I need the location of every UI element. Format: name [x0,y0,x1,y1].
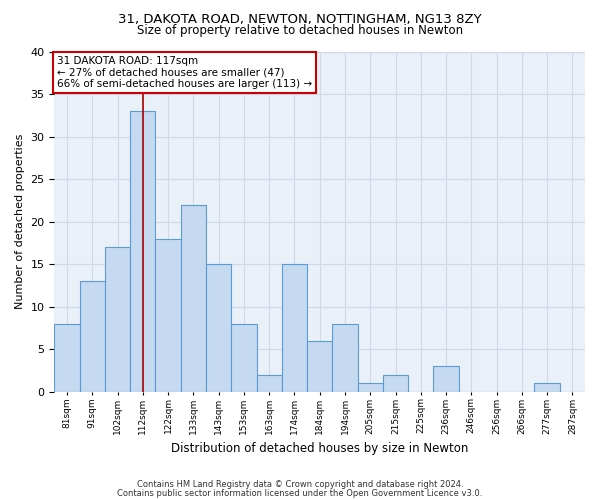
Y-axis label: Number of detached properties: Number of detached properties [15,134,25,310]
Bar [105,247,130,392]
Bar [231,324,257,392]
Bar [206,264,231,392]
Bar [155,238,181,392]
Bar [358,383,383,392]
Bar [332,324,358,392]
Bar [55,324,80,392]
Text: 31 DAKOTA ROAD: 117sqm
← 27% of detached houses are smaller (47)
66% of semi-det: 31 DAKOTA ROAD: 117sqm ← 27% of detached… [57,56,312,89]
Bar [433,366,458,392]
Text: Size of property relative to detached houses in Newton: Size of property relative to detached ho… [137,24,463,37]
Bar [181,204,206,392]
Bar [80,281,105,392]
Bar [282,264,307,392]
Bar [307,340,332,392]
Bar [130,111,155,392]
Bar [383,374,408,392]
Text: Contains HM Land Registry data © Crown copyright and database right 2024.: Contains HM Land Registry data © Crown c… [137,480,463,489]
Bar [535,383,560,392]
Text: Contains public sector information licensed under the Open Government Licence v3: Contains public sector information licen… [118,488,482,498]
Text: 31, DAKOTA ROAD, NEWTON, NOTTINGHAM, NG13 8ZY: 31, DAKOTA ROAD, NEWTON, NOTTINGHAM, NG1… [118,12,482,26]
X-axis label: Distribution of detached houses by size in Newton: Distribution of detached houses by size … [171,442,469,455]
Bar [257,374,282,392]
